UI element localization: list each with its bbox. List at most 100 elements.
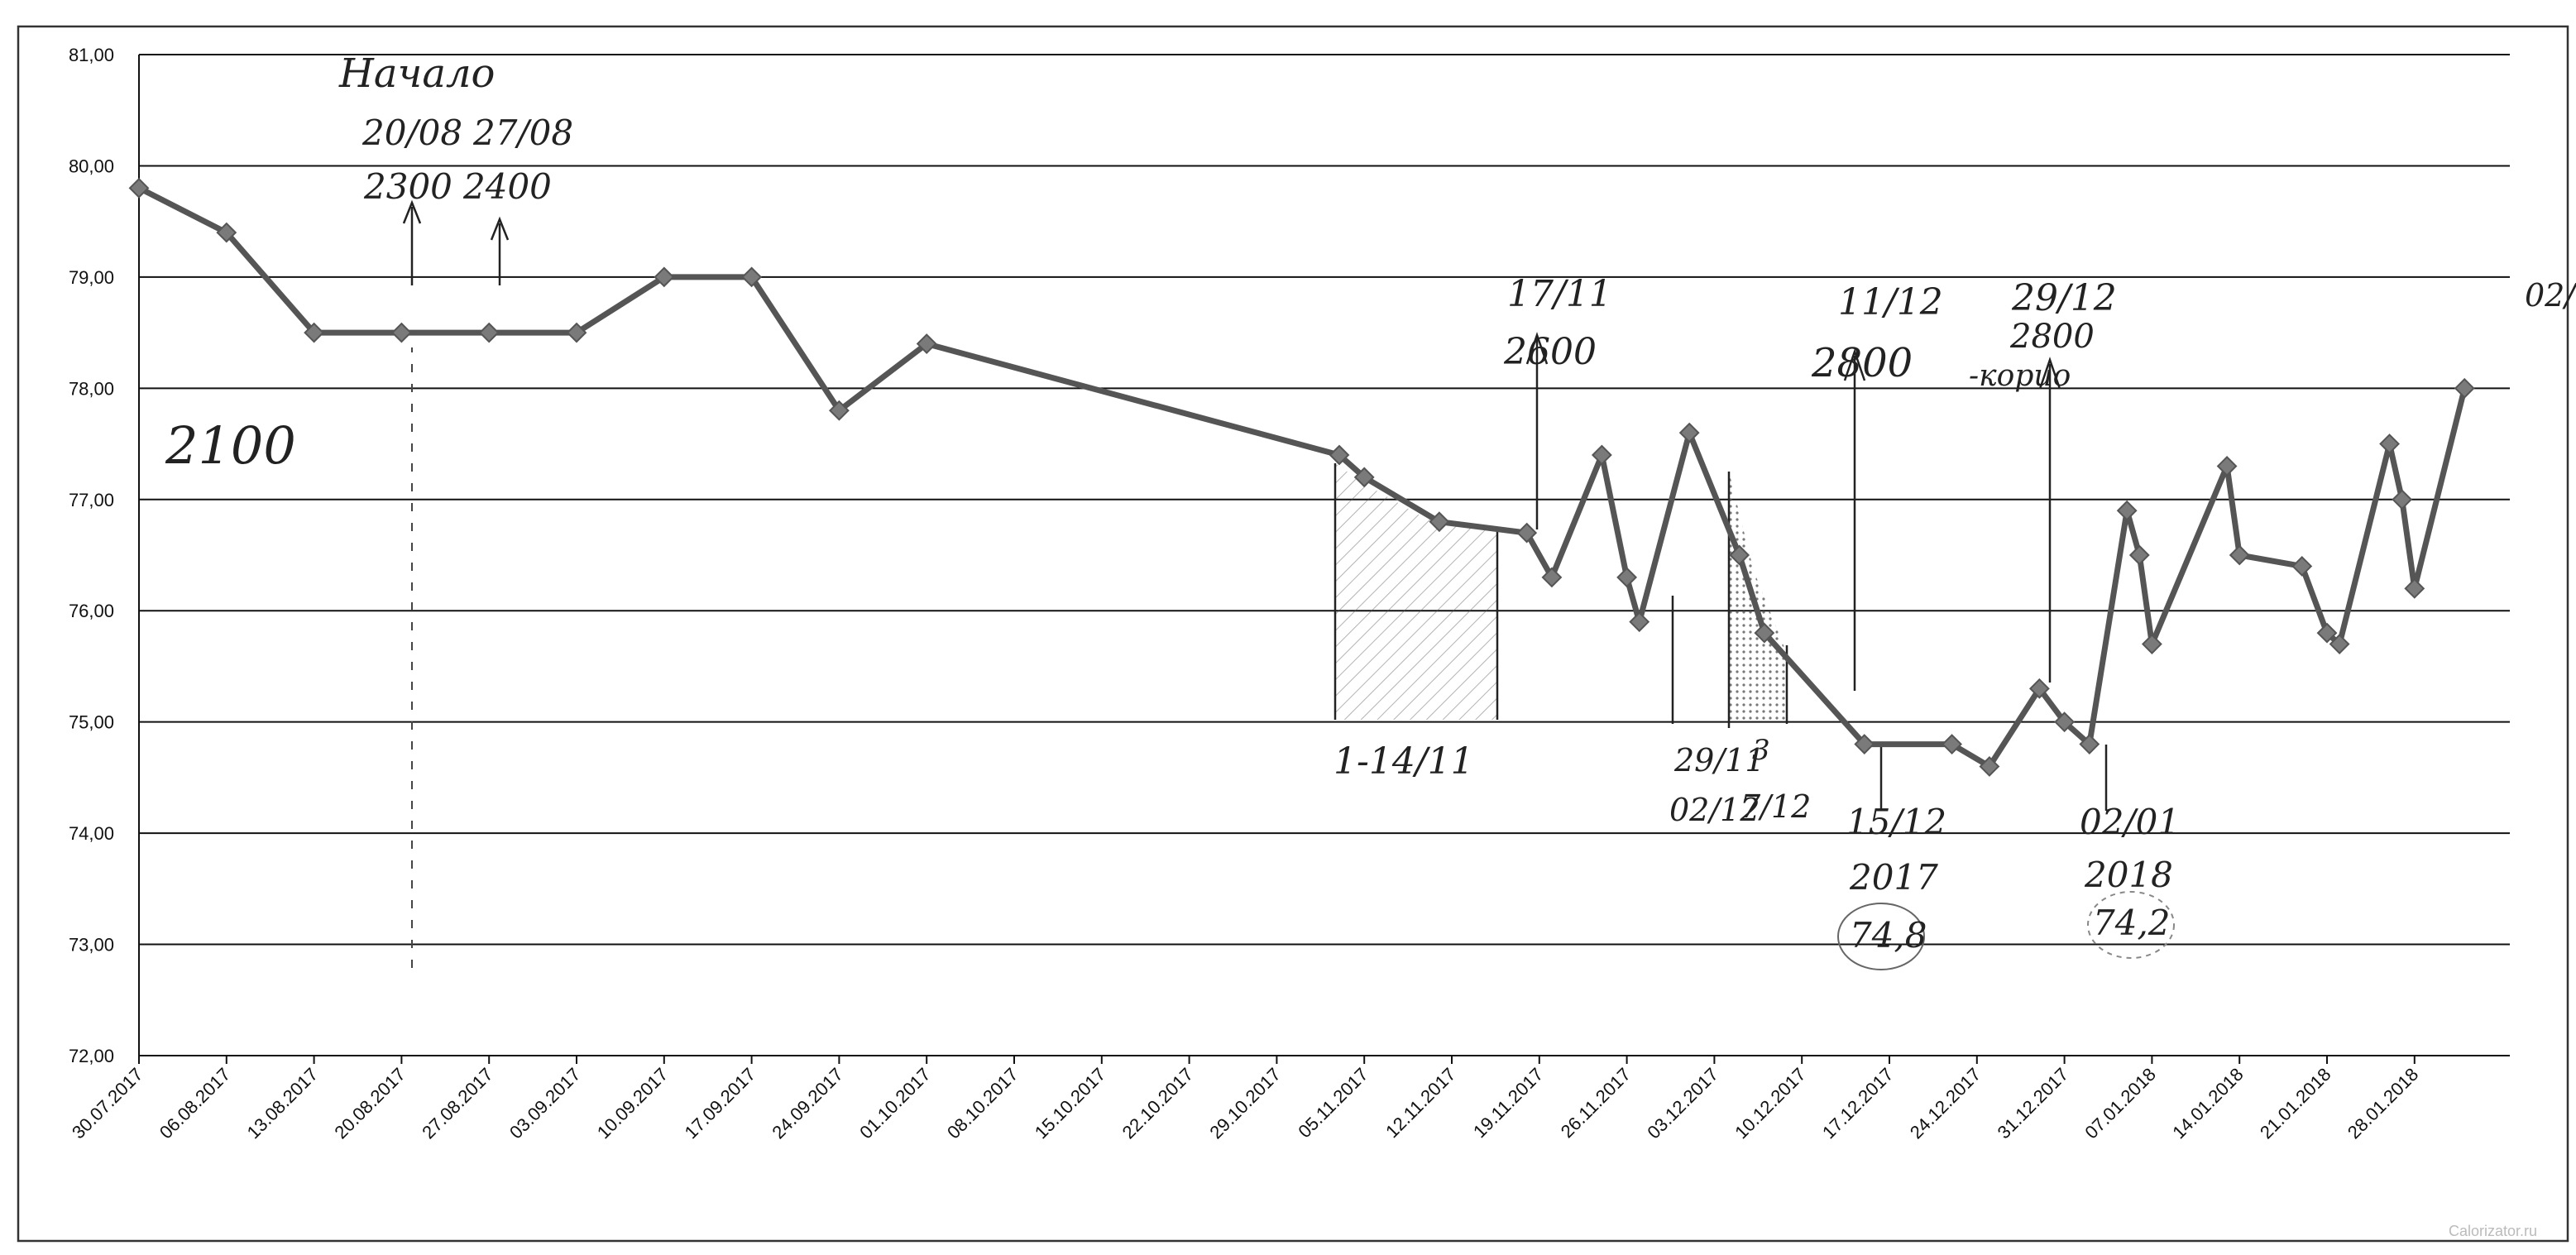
data-point [916,333,937,354]
x-tick-label: 01.10.2017 [855,1064,935,1143]
data-point [1754,622,1775,644]
x-tick-label: 17.09.2017 [681,1064,760,1143]
data-point [216,222,237,243]
shaded-regions [1335,463,1787,720]
data-point [741,266,763,288]
data-point [1729,544,1750,566]
x-tick-label: 26.11.2017 [1557,1064,1635,1142]
data-point [2128,544,2150,566]
x-tick-label: 31.12.2017 [1994,1064,2073,1143]
y-tick-label: 73,00 [69,935,114,956]
x-tick-label: 17.12.2017 [1818,1064,1898,1143]
annot-low-year-2017: 2017 [1849,857,1938,898]
grid-lines [138,54,2510,1056]
data-point [1979,756,2000,777]
x-tick-label: 13.08.2017 [243,1064,323,1143]
data-point [390,322,412,343]
hand-annotations-text: Начало 20/08 27/08 2300 2400 2100 17/11 … [165,50,2576,956]
data-point [2054,711,2076,733]
y-tick-label: 78,00 [69,378,114,399]
annot-low-value-74-8: 74,8 [1850,915,1927,956]
annot-start: Начало [338,50,495,97]
annot-low-value-74-2: 74,2 [2093,903,2171,943]
data-point [2291,556,2313,577]
annot-date-27-08: 27/08 [472,113,573,153]
data-point [1541,567,1563,588]
annot-extra-29-12: -корио [1969,359,2071,393]
y-tick-label: 81,00 [69,45,114,65]
annot-range-02-12: 02/12 [1669,792,1760,828]
y-axis-ticks: 72,00 73,00 74,00 75,00 76,00 77,00 78,00 79,00… [69,45,114,1066]
data-point [1942,734,1962,754]
data-point [2379,434,2400,454]
annot-value-2600: 2600 [1503,331,1597,373]
x-tick-label: 12.11.2017 [1381,1064,1459,1142]
annot-range-3: 3 [1752,734,1770,767]
data-point [128,177,150,199]
data-point [2141,634,2162,654]
x-tick-label: 21.01.2018 [2256,1064,2335,1143]
x-tick-label: 08.10.2017 [943,1064,1022,1143]
data-point [304,322,325,343]
x-tick-label: 19.11.2017 [1469,1064,1547,1142]
annot-date-20-08: 20/08 [362,113,462,153]
data-point [2329,634,2350,654]
annot-02-02: 02/02 [2525,277,2576,314]
series-line [136,184,2468,769]
x-tick-label: 06.08.2017 [156,1064,235,1143]
annot-date-29-12: 29/12 [2011,277,2117,319]
x-tick-label: 14.01.2018 [2168,1064,2248,1143]
y-tick-label: 77,00 [69,490,114,510]
data-point [2028,678,2050,699]
data-point [2229,544,2250,566]
annot-date-17-11: 17/11 [1507,273,1612,315]
hand-annotations-lines [402,199,2175,970]
data-point [1591,444,1612,466]
data-point [566,322,587,343]
annot-2100: 2100 [165,415,296,476]
data-point [1678,422,1700,443]
data-point [2216,456,2238,477]
data-point [828,400,850,421]
data-point [1616,567,1638,588]
y-tick-label: 76,00 [69,601,114,621]
y-tick-label: 74,00 [69,823,114,844]
annot-low-date-15-12: 15/12 [1846,802,1946,842]
data-point [2454,377,2475,399]
x-tick-label: 28.01.2018 [2344,1064,2423,1143]
x-tick-label: 15.10.2017 [1031,1064,1110,1143]
data-point [2116,500,2138,521]
x-tick-label: 03.09.2017 [505,1064,585,1143]
x-tick-label: 24.12.2017 [1906,1064,1985,1143]
x-tick-label: 10.09.2017 [593,1064,673,1143]
data-point [2392,489,2413,510]
annot-value-2400: 2400 [462,166,552,207]
x-tick-label: 03.12.2017 [1643,1064,1722,1143]
low-circle-02-01 [2087,891,2175,959]
data-point [1429,511,1450,533]
data-point [1353,467,1375,488]
annot-low-date-02-01: 02/01 [2080,802,2180,842]
watermark: Calorizator.ru [2449,1223,2537,1239]
y-tick-label: 72,00 [69,1046,114,1066]
low-circle-15-12 [1837,903,1925,970]
annot-range-29-11: 29/11 [1673,742,1765,778]
annot-range-nov: 1-14/11 [1333,740,1474,783]
x-tick-label: 05.11.2017 [1294,1064,1372,1142]
annot-low-year-2018: 2018 [2084,855,2173,895]
weight-series [128,177,2475,777]
shaded-region-dec [1729,472,1787,720]
data-point [1516,522,1538,544]
data-point [1629,611,1650,633]
x-tick-label: 20.08.2017 [330,1064,409,1143]
y-tick-label: 79,00 [69,267,114,288]
y-tick-label: 75,00 [69,712,114,733]
data-point [1854,734,1875,754]
chart-border [17,25,2569,1243]
annot-range-7-12: 7/12 [1740,788,1811,825]
x-tick-label: 30.07.2017 [68,1064,147,1143]
shaded-region-nov [1335,463,1497,720]
data-point [2079,734,2100,754]
annot-date-11-12: 11/12 [1838,281,1943,323]
